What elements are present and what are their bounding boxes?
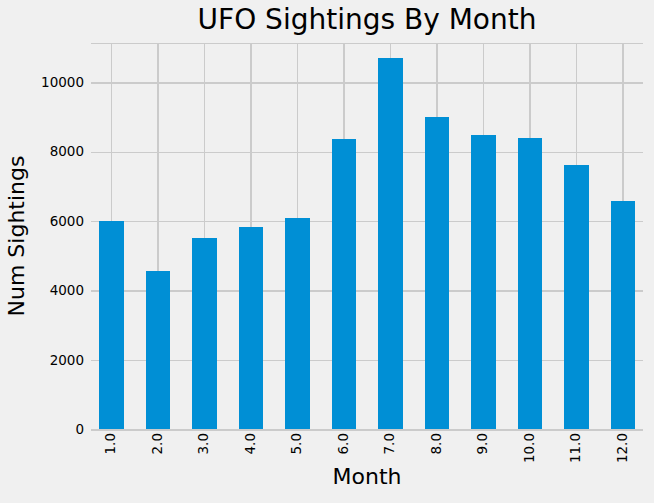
bar (146, 271, 171, 429)
bar (518, 138, 543, 429)
chart-title: UFO Sightings By Month (0, 4, 654, 36)
y-tick-label: 10000 (0, 73, 84, 91)
chart-figure: UFO Sightings By Month Num Sightings Mon… (0, 0, 654, 503)
bar (611, 201, 636, 429)
bar (564, 165, 589, 430)
h-gridline (91, 221, 643, 223)
h-gridline (91, 360, 643, 362)
y-tick-label: 2000 (0, 351, 84, 369)
bar (332, 139, 357, 429)
x-tick-label: 5.0 (288, 433, 304, 454)
x-tick-label: 1.0 (102, 433, 118, 454)
x-tick-label: 6.0 (335, 433, 351, 454)
bar (239, 227, 264, 429)
bar (425, 117, 450, 429)
y-tick-label: 6000 (0, 212, 84, 230)
x-axis-label: Month (0, 464, 654, 489)
h-gridline (91, 429, 643, 431)
bar (285, 218, 310, 429)
x-tick-label: 4.0 (242, 433, 258, 454)
h-gridline (91, 82, 643, 84)
x-tick-label: 7.0 (381, 433, 397, 454)
x-tick-label: 10.0 (521, 433, 537, 463)
x-tick-label: 9.0 (474, 433, 490, 454)
bar (192, 238, 217, 429)
y-tick-label: 4000 (0, 281, 84, 299)
y-tick-label: 0 (0, 420, 84, 438)
plot-area (91, 43, 643, 429)
x-tick-label: 12.0 (614, 433, 630, 463)
x-tick-label: 2.0 (149, 433, 165, 454)
h-gridline (91, 152, 643, 154)
bar (99, 221, 124, 429)
x-tick-label: 3.0 (195, 433, 211, 454)
bar (378, 58, 403, 429)
bar (471, 135, 496, 429)
h-gridline (91, 290, 643, 292)
x-tick-label: 11.0 (567, 433, 583, 463)
x-tick-label: 8.0 (428, 433, 444, 454)
y-tick-label: 8000 (0, 142, 84, 160)
